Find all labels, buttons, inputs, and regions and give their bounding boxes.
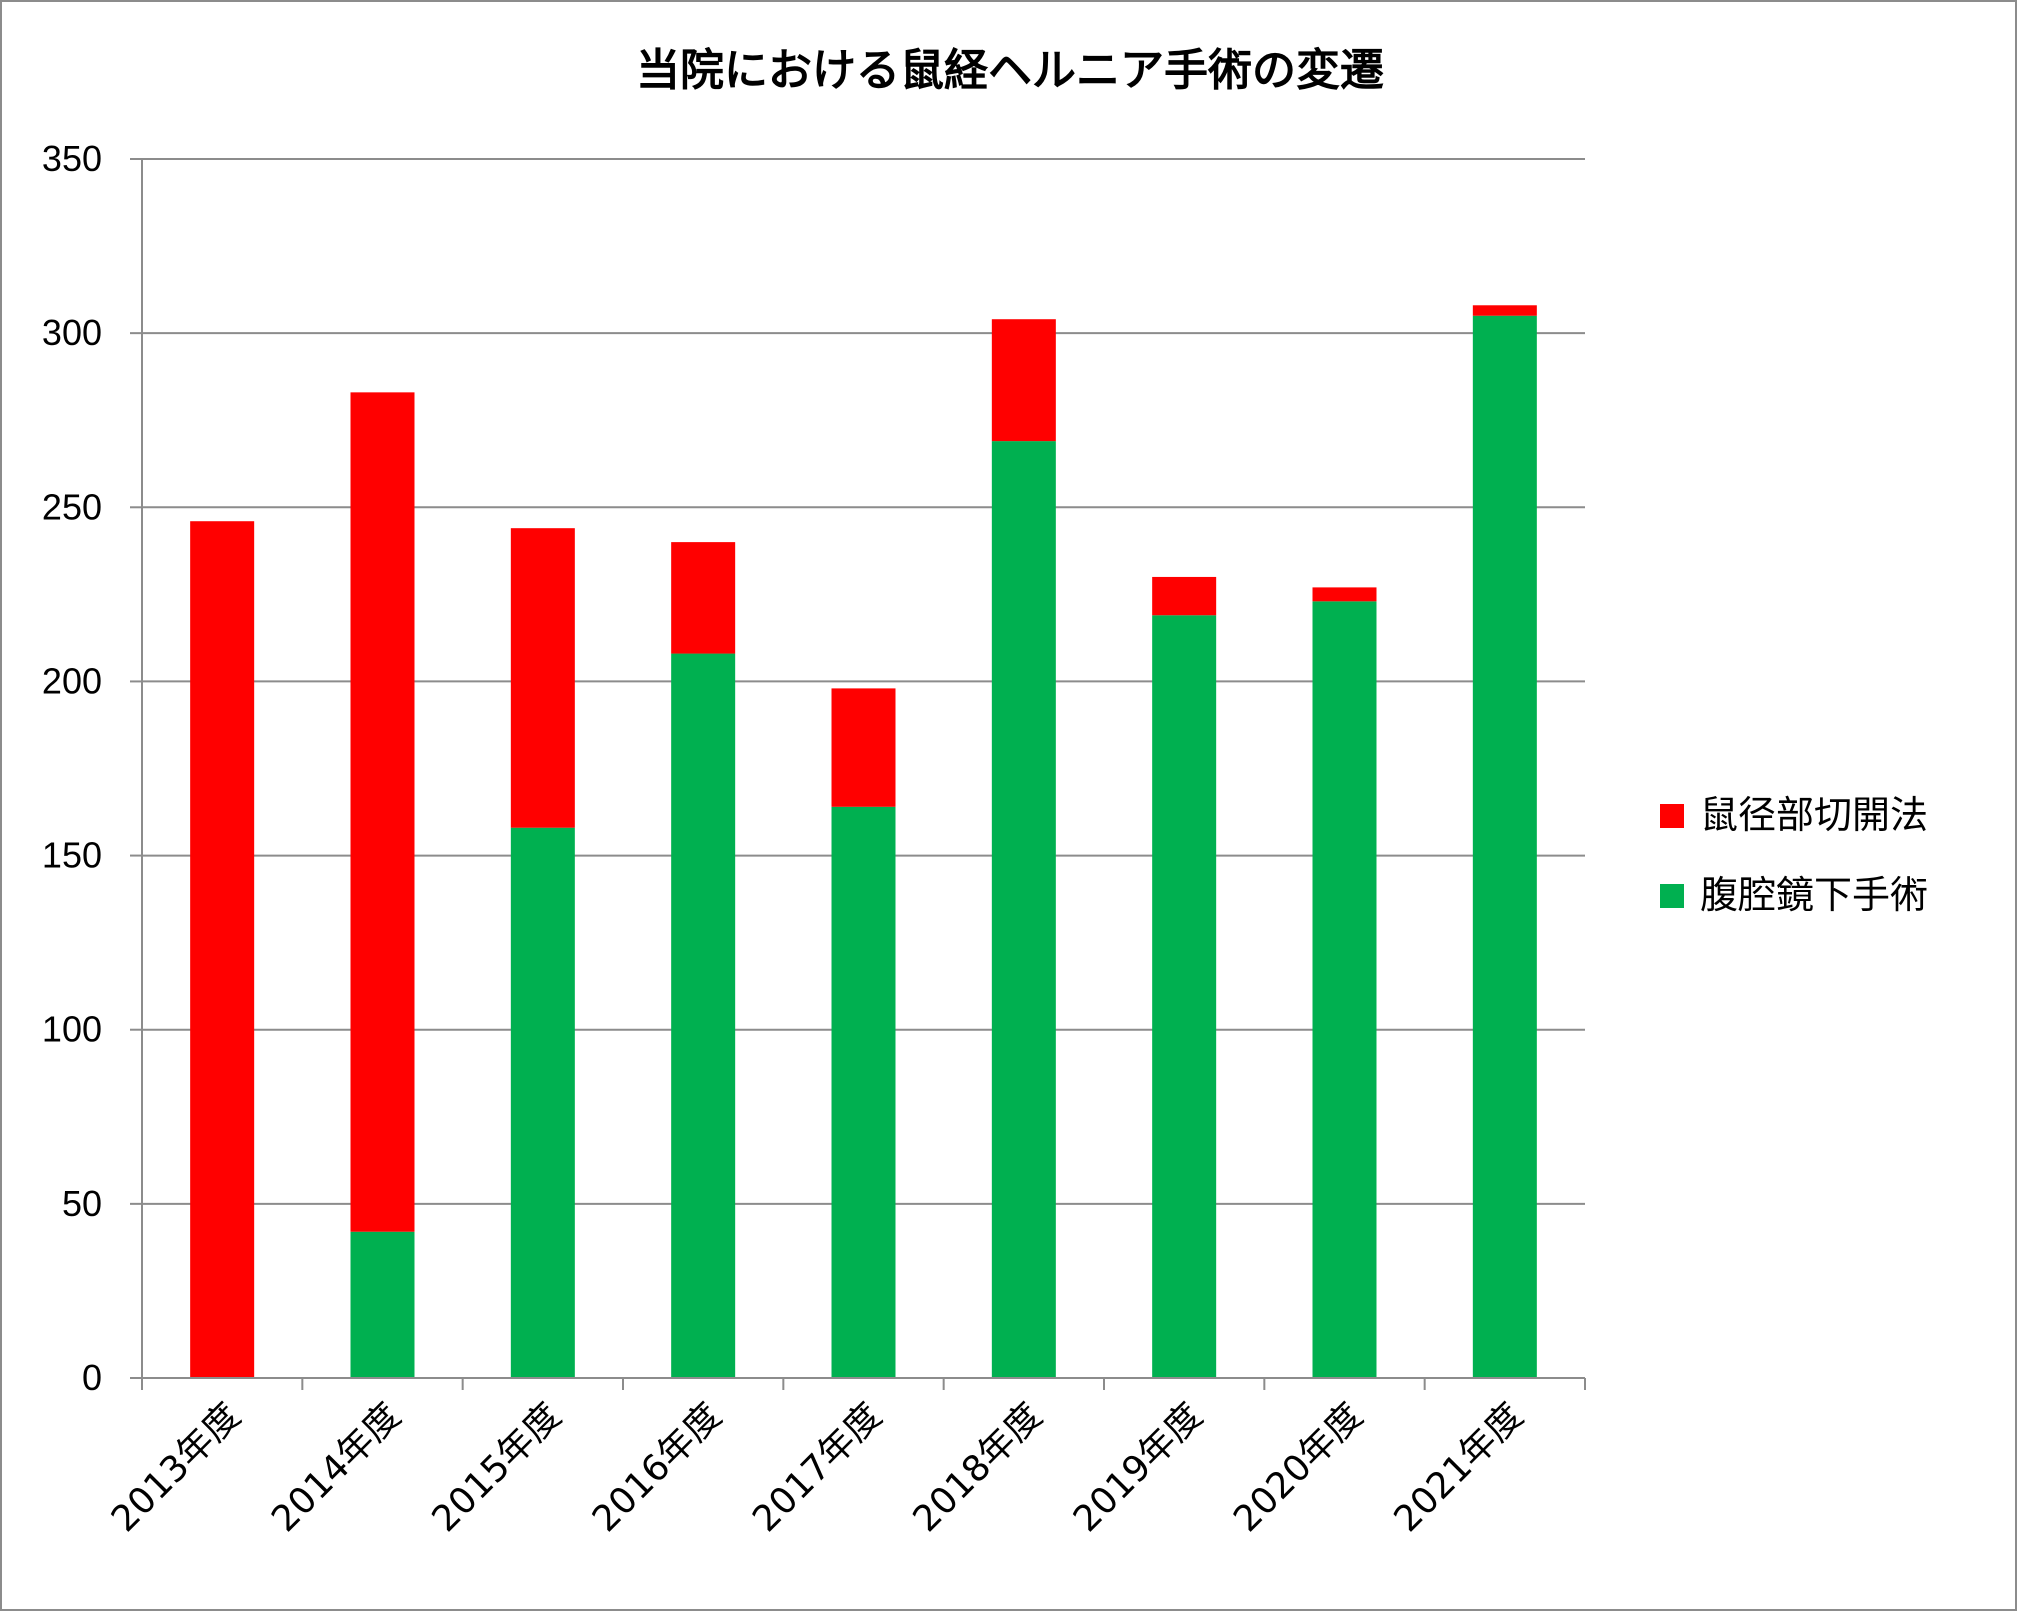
bar-open-2020年度: [1312, 587, 1377, 602]
bar-laparoscopic-2018年度: [991, 441, 1056, 1378]
bar-open-2014年度: [350, 392, 415, 1232]
y-tick-label: 200: [42, 660, 102, 701]
legend-swatch: [1660, 804, 1684, 828]
y-tick-label: 100: [42, 1009, 102, 1050]
chart-title: 当院における鼠経ヘルニア手術の変遷: [636, 45, 1384, 96]
bar-laparoscopic-2017年度: [831, 806, 896, 1378]
x-tick-label: 2014年度: [264, 1395, 409, 1540]
bar-laparoscopic-2021年度: [1472, 315, 1537, 1379]
x-tick-labels: 2013年度 2014年度 2015年度 2016年度 2017年度 2018年度 2019…: [104, 1395, 1531, 1540]
x-tick-label: 2019年度: [1066, 1395, 1211, 1540]
axes: [130, 158, 1586, 1390]
bar-laparoscopic-2016年度: [671, 653, 736, 1378]
y-tick-labels: 0 50 100 150 200 250 300 350: [42, 138, 102, 1398]
y-tick-label: 300: [42, 312, 102, 353]
y-tick-label: 150: [42, 835, 102, 876]
bar-laparoscopic-2015年度: [510, 827, 575, 1378]
y-tick-label: 50: [62, 1183, 102, 1224]
y-tick-label: 0: [82, 1357, 102, 1398]
bar-open-2019年度: [1152, 576, 1217, 616]
legend-label: 鼠径部切開法: [1700, 793, 1928, 837]
x-tick-label: 2021年度: [1387, 1395, 1532, 1540]
bar-open-2021年度: [1472, 305, 1537, 316]
y-tick-label: 250: [42, 486, 102, 527]
x-tick-label: 2017年度: [745, 1395, 890, 1540]
bars: [190, 305, 1537, 1379]
bar-laparoscopic-2020年度: [1312, 601, 1377, 1378]
bar-open-2018年度: [991, 319, 1056, 442]
bar-open-2016年度: [671, 542, 736, 654]
x-tick-label: 2015年度: [425, 1395, 570, 1540]
legend-label: 腹腔鏡下手術: [1700, 873, 1928, 917]
x-tick-label: 2016年度: [585, 1395, 730, 1540]
x-tick-label: 2013年度: [104, 1395, 249, 1540]
x-tick-label: 2018年度: [906, 1395, 1051, 1540]
bar-laparoscopic-2019年度: [1152, 615, 1217, 1378]
legend-swatch: [1660, 884, 1684, 908]
bar-open-2017年度: [831, 688, 896, 807]
x-tick-label: 2020年度: [1226, 1395, 1371, 1540]
y-tick-label: 350: [42, 138, 102, 179]
bar-open-2013年度: [190, 521, 255, 1378]
bar-open-2015年度: [510, 528, 575, 828]
bar-laparoscopic-2014年度: [350, 1231, 415, 1378]
